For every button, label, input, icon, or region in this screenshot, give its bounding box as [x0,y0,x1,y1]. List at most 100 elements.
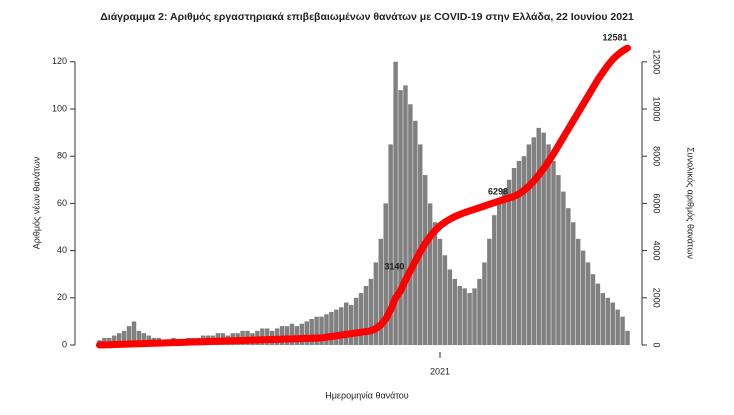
bar [427,203,433,345]
point-label: 6298 [488,187,508,197]
bar [304,321,309,345]
y-tick-label: 120 [52,56,67,66]
bar [121,330,127,345]
bar [319,316,324,345]
bar [363,286,369,345]
bar [492,215,497,345]
point-label: 12581 [603,32,628,42]
bar [482,262,487,345]
y2-tick-label: 6000 [652,193,662,213]
chart-title: Διάγραμμα 2: Αριθμός εργαστηριακά επιβεβ… [100,11,634,23]
bar [625,330,630,345]
bar [112,335,117,345]
bar [408,104,413,345]
bar [605,297,611,345]
bar [373,262,379,345]
bar [536,127,541,345]
bar [393,61,398,346]
x-tick-label: 2021 [430,366,450,376]
bar [344,302,349,345]
bar [457,286,462,345]
y-tick-label: 80 [57,151,67,161]
bar [472,288,477,345]
bar [136,330,142,345]
y-tick-label: 0 [62,339,67,349]
bar [467,293,472,345]
y2-axis-label: Συνολικός αριθμός θανάτων [686,147,696,259]
bar [388,144,393,345]
bar [556,175,561,345]
bar [299,323,305,345]
cumulative-line [95,44,632,349]
bar [339,307,344,345]
bar [590,274,596,345]
bar [334,309,339,345]
bar [309,319,314,345]
bar [403,85,408,346]
bar [575,238,581,345]
y2-tick-label: 2000 [652,288,662,308]
bar [506,179,512,345]
bar [477,278,482,345]
bar [571,222,576,345]
bar [442,255,448,345]
bar [422,175,428,345]
bar [580,250,586,345]
bar [610,302,615,345]
bar [141,333,147,345]
bar [501,189,507,345]
bar [378,238,383,345]
bar [551,160,556,345]
bar [329,311,334,345]
bar [462,288,467,345]
bar [398,90,403,346]
bar [546,144,551,345]
y2-tick-label: 10000 [652,96,662,121]
bar [452,278,458,345]
bar [516,160,522,345]
bar [447,269,453,345]
bar [418,144,423,345]
bar [126,326,132,345]
y-tick-label: 60 [57,198,67,208]
bar [620,316,625,345]
bar [383,203,388,345]
bar [131,321,137,345]
bar [566,208,571,345]
bar [314,316,319,345]
bar [413,120,418,345]
bar [561,191,566,345]
point-label: 3140 [384,261,404,271]
y2-tick-label: 12000 [652,49,662,74]
bar [585,262,591,345]
bar [432,222,438,345]
bar [541,132,546,345]
y-tick-label: 20 [57,292,67,302]
y2-tick-label: 0 [652,342,662,347]
bar [531,137,536,345]
bar [116,333,122,345]
bar [511,168,517,345]
bar [496,198,502,345]
bar [487,238,492,345]
x-axis-label: Ημερομηνία θανάτου [325,390,409,400]
bar [437,238,443,345]
y-tick-label: 100 [52,103,67,113]
bar [526,144,532,345]
bar [600,293,606,345]
bar [595,283,601,345]
bar [521,156,527,345]
bar [289,323,295,345]
y2-tick-label: 8000 [652,146,662,166]
y2-tick-label: 4000 [652,241,662,261]
bar [358,293,364,345]
bar [615,309,620,345]
bar [353,297,359,345]
bar [279,326,285,345]
y-axis-label: Αριθμός νέων θανάτων [31,156,41,249]
y-tick-label: 40 [57,245,67,255]
bar [324,314,329,345]
bar [368,278,374,345]
bar [348,304,354,345]
